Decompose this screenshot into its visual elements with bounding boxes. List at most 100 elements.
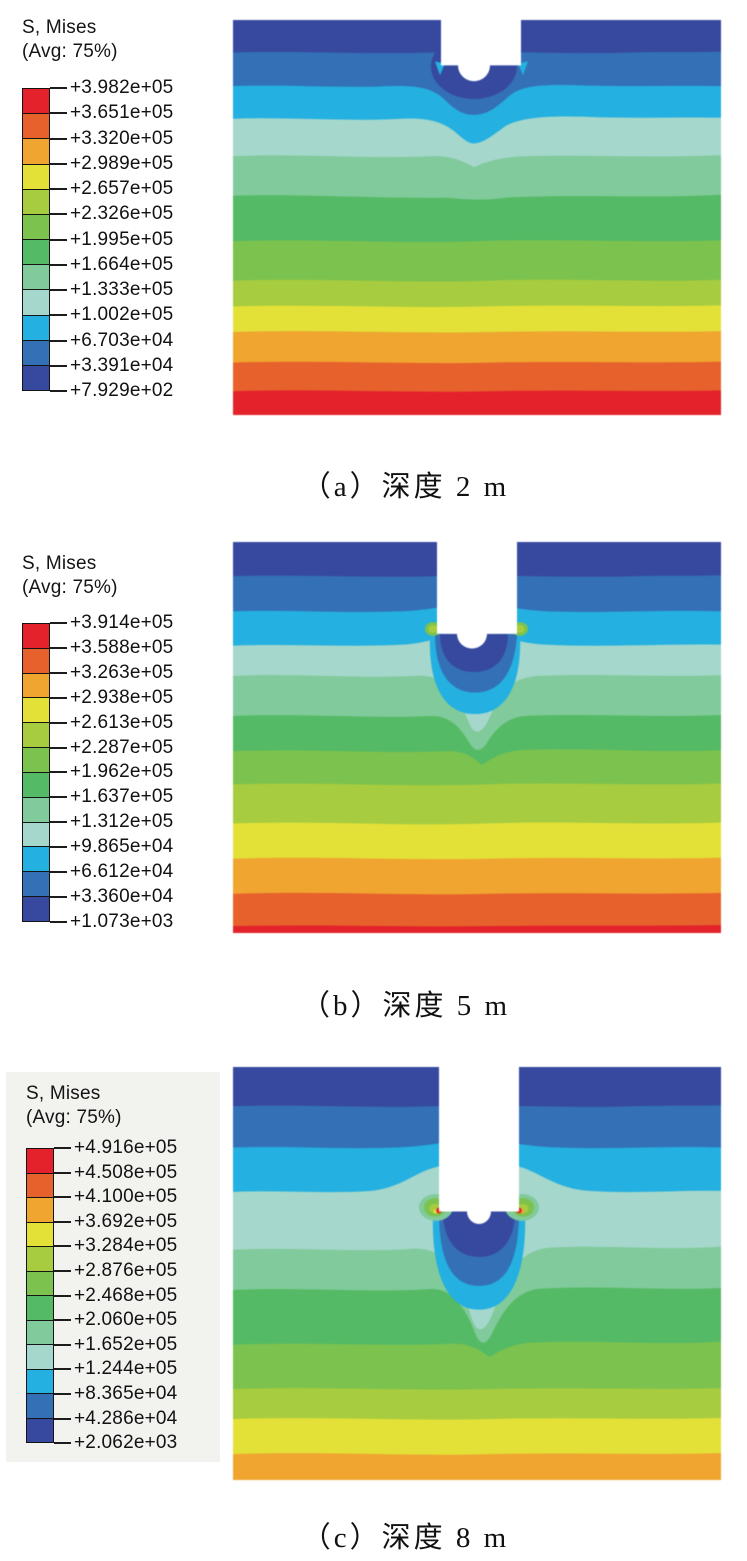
legend-value-text: +4.100e+05 <box>74 1186 178 1208</box>
tick-mark-icon <box>50 87 67 89</box>
legend-swatch <box>23 139 49 165</box>
legend-swatch <box>23 114 49 140</box>
tick-mark-icon <box>50 895 67 898</box>
band-red <box>233 925 721 933</box>
legend-swatch <box>23 214 49 241</box>
legend-swatch <box>23 797 49 823</box>
legend-value: +7.929e+02 <box>50 380 174 401</box>
stress-contour-plot-b <box>233 542 721 933</box>
band-red <box>233 390 721 415</box>
tick-mark-icon <box>54 1393 71 1395</box>
excavation-shaft <box>441 20 521 82</box>
band-orange-red <box>233 892 721 933</box>
tick-mark-icon <box>50 137 67 140</box>
legend-swatch <box>23 624 49 649</box>
legend-swatch <box>27 1173 53 1199</box>
tick-mark-icon <box>54 1147 71 1149</box>
tick-mark-icon <box>50 746 67 749</box>
tick-mark-icon <box>54 1319 71 1322</box>
legend-value: +3.588e+05 <box>50 636 174 658</box>
stress-concentration-dot <box>515 625 525 633</box>
legend-value-text: +3.320e+05 <box>70 127 174 149</box>
legend-a: S, Mises (Avg: 75%) +3.982e+05 +3.651e+0… <box>10 16 234 401</box>
legend-swatch <box>23 723 49 749</box>
legend-value-text: +1.333e+05 <box>70 279 174 300</box>
legend-value: +4.100e+05 <box>54 1186 178 1208</box>
legend-value-text: +7.929e+02 <box>70 380 174 401</box>
legend-value-text: +2.287e+05 <box>70 736 174 758</box>
legend-scale: +4.916e+05 +4.508e+05 +4.100e+05 +3.692e… <box>26 1137 226 1453</box>
legend-swatch <box>27 1369 53 1395</box>
legend-value: +9.865e+04 <box>50 836 174 858</box>
tick-mark-icon <box>54 1417 71 1420</box>
legend-value: +1.333e+05 <box>50 279 174 300</box>
legend-value: +2.060e+05 <box>54 1309 177 1330</box>
legend-value-text: +3.588e+05 <box>70 636 174 658</box>
legend-value: +3.284e+05 <box>54 1235 178 1257</box>
legend-swatch <box>23 340 49 366</box>
tick-mark-icon <box>50 314 67 317</box>
tick-mark-icon <box>50 238 67 241</box>
legend-value-text: +2.876e+05 <box>74 1260 178 1281</box>
legend-value: +1.664e+05 <box>50 253 174 275</box>
legend-value-text: +1.652e+05 <box>74 1333 178 1355</box>
legend-color-bar <box>26 1148 54 1444</box>
tick-mark-icon <box>50 796 67 799</box>
legend-value-text: +1.962e+05 <box>70 761 174 783</box>
legend-value: +1.073e+03 <box>50 911 173 932</box>
legend-value: +3.263e+05 <box>50 662 173 683</box>
legend-value: +3.391e+04 <box>50 355 173 376</box>
legend-c: S, Mises (Avg: 75%) +4.916e+05 +4.508e+0… <box>14 1082 238 1453</box>
legend-swatch <box>23 240 49 266</box>
legend-swatch <box>23 265 49 291</box>
legend-value: +2.287e+05 <box>50 736 174 758</box>
legend-swatch <box>27 1149 53 1174</box>
legend-value-text: +1.664e+05 <box>70 253 174 275</box>
legend-value: +1.995e+05 <box>50 229 173 250</box>
legend-value-text: +3.692e+05 <box>74 1210 178 1232</box>
legend-value: +1.652e+05 <box>54 1333 178 1355</box>
legend-swatch <box>23 365 49 391</box>
legend-value: +3.914e+05 <box>50 612 173 633</box>
legend-value-text: +3.284e+05 <box>74 1235 178 1257</box>
tick-mark-icon <box>50 871 67 873</box>
legend-value-text: +3.360e+04 <box>70 885 174 907</box>
tick-mark-icon <box>50 721 67 724</box>
legend-value: +2.876e+05 <box>54 1260 178 1281</box>
tick-mark-icon <box>54 1270 71 1272</box>
tick-mark-icon <box>50 213 67 216</box>
legend-subtitle: (Avg: 75%) <box>26 1107 122 1128</box>
legend-value: +2.613e+05 <box>50 712 173 733</box>
tick-mark-icon <box>50 364 67 367</box>
legend-swatch <box>27 1222 53 1248</box>
legend-subtitle: (Avg: 75%) <box>22 41 118 62</box>
legend-swatch <box>27 1320 53 1346</box>
tick-mark-icon <box>50 646 67 649</box>
legend-value: +2.657e+05 <box>50 178 173 199</box>
tick-mark-icon <box>50 339 67 342</box>
legend-swatch <box>23 847 49 873</box>
legend-value-text: +8.365e+04 <box>74 1383 178 1404</box>
legend-value: +3.651e+05 <box>50 102 173 123</box>
legend-title: S, Mises <box>26 1083 101 1104</box>
legend-swatch <box>23 698 49 724</box>
legend-swatch <box>23 896 49 921</box>
legend-value: +3.692e+05 <box>54 1210 178 1232</box>
legend-swatch <box>27 1394 53 1419</box>
caption-c: （c）深度 8 m <box>301 1522 510 1554</box>
legend-value: +8.365e+04 <box>54 1383 178 1404</box>
legend-swatch <box>23 648 49 674</box>
legend-value-text: +3.982e+05 <box>70 77 174 98</box>
legend-value-text: +4.286e+04 <box>74 1407 178 1429</box>
legend-value: +1.637e+05 <box>50 786 173 807</box>
legend-value-text: +9.865e+04 <box>70 836 174 858</box>
tick-mark-icon <box>54 1343 71 1346</box>
tick-mark-icon <box>54 1171 71 1174</box>
legend-swatch <box>23 315 49 341</box>
tick-mark-icon <box>50 846 67 849</box>
tick-mark-icon <box>54 1220 71 1223</box>
low-stress-bulb-navy <box>443 1211 515 1257</box>
tick-mark-icon <box>50 289 67 291</box>
legend-value-text: +6.612e+04 <box>70 861 174 882</box>
